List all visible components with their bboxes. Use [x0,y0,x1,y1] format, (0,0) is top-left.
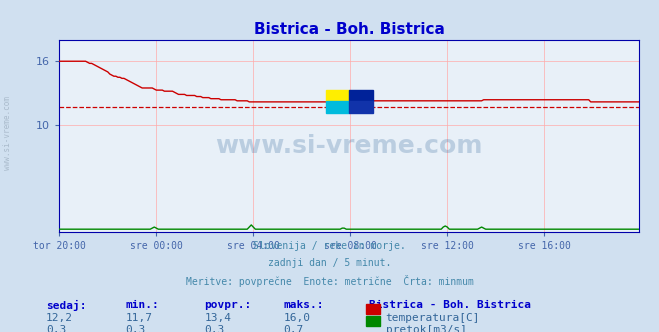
Text: pretok[m3/s]: pretok[m3/s] [386,325,467,332]
Text: 16,0: 16,0 [283,313,310,323]
Text: Slovenija / reke in morje.: Slovenija / reke in morje. [253,241,406,251]
Text: povpr.:: povpr.: [204,300,252,310]
Text: zadnji dan / 5 minut.: zadnji dan / 5 minut. [268,258,391,268]
Text: 11,7: 11,7 [125,313,152,323]
Text: sedaj:: sedaj: [46,300,86,311]
Text: 0,3: 0,3 [46,325,67,332]
Text: temperatura[C]: temperatura[C] [386,313,480,323]
Text: 0,7: 0,7 [283,325,304,332]
Title: Bistrica - Boh. Bistrica: Bistrica - Boh. Bistrica [254,22,445,37]
Text: min.:: min.: [125,300,159,310]
Text: 12,2: 12,2 [46,313,73,323]
Text: www.si-vreme.com: www.si-vreme.com [3,96,13,170]
Text: Bistrica - Boh. Bistrica: Bistrica - Boh. Bistrica [369,300,531,310]
Text: 13,4: 13,4 [204,313,231,323]
Text: 0,3: 0,3 [125,325,146,332]
Text: www.si-vreme.com: www.si-vreme.com [215,134,483,158]
Text: Meritve: povprečne  Enote: metrične  Črta: minmum: Meritve: povprečne Enote: metrične Črta:… [186,275,473,287]
Text: 0,3: 0,3 [204,325,225,332]
Text: maks.:: maks.: [283,300,324,310]
